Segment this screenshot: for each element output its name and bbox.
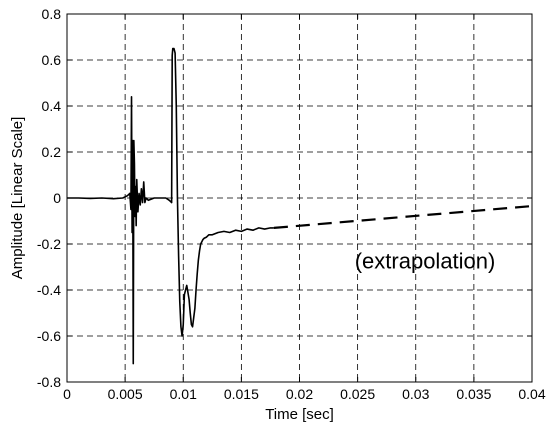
extrapolation-annotation: (extrapolation) xyxy=(355,248,496,273)
x-axis-label: Time [sec] xyxy=(265,406,334,423)
y-tick-label: 0.8 xyxy=(42,6,62,22)
x-tick-label: 0.04 xyxy=(518,386,545,402)
grid-lines xyxy=(67,14,532,382)
x-tick-label: 0.03 xyxy=(402,386,429,402)
y-tick-label: 0.4 xyxy=(42,98,62,114)
x-tick-label: 0 xyxy=(63,386,71,402)
y-tick-label: 0 xyxy=(53,190,61,206)
y-tick-labels: -0.8 -0.6 -0.4 -0.2 0 0.2 0.4 0.6 0.8 xyxy=(37,6,61,390)
y-tick-label: -0.2 xyxy=(37,236,61,252)
x-tick-label: 0.02 xyxy=(286,386,313,402)
axis-ticks xyxy=(66,13,533,383)
x-tick-label: 0.035 xyxy=(456,386,491,402)
y-tick-label: -0.6 xyxy=(37,328,61,344)
y-tick-label: -0.8 xyxy=(37,374,61,390)
x-tick-label: 0.025 xyxy=(340,386,375,402)
measured-signal-line xyxy=(67,47,274,365)
x-tick-label: 0.01 xyxy=(170,386,197,402)
y-tick-label: 0.2 xyxy=(42,144,62,160)
x-tick-label: 0.005 xyxy=(108,386,143,402)
y-axis-label: Amplitude [Linear Scale] xyxy=(9,117,26,280)
y-tick-label: -0.4 xyxy=(37,282,61,298)
x-tick-label: 0.015 xyxy=(224,386,259,402)
x-tick-labels: 0 0.005 0.01 0.015 0.02 0.025 0.03 0.035 0.04 xyxy=(63,386,546,402)
data-series xyxy=(67,47,533,365)
y-tick-label: 0.6 xyxy=(42,52,62,68)
